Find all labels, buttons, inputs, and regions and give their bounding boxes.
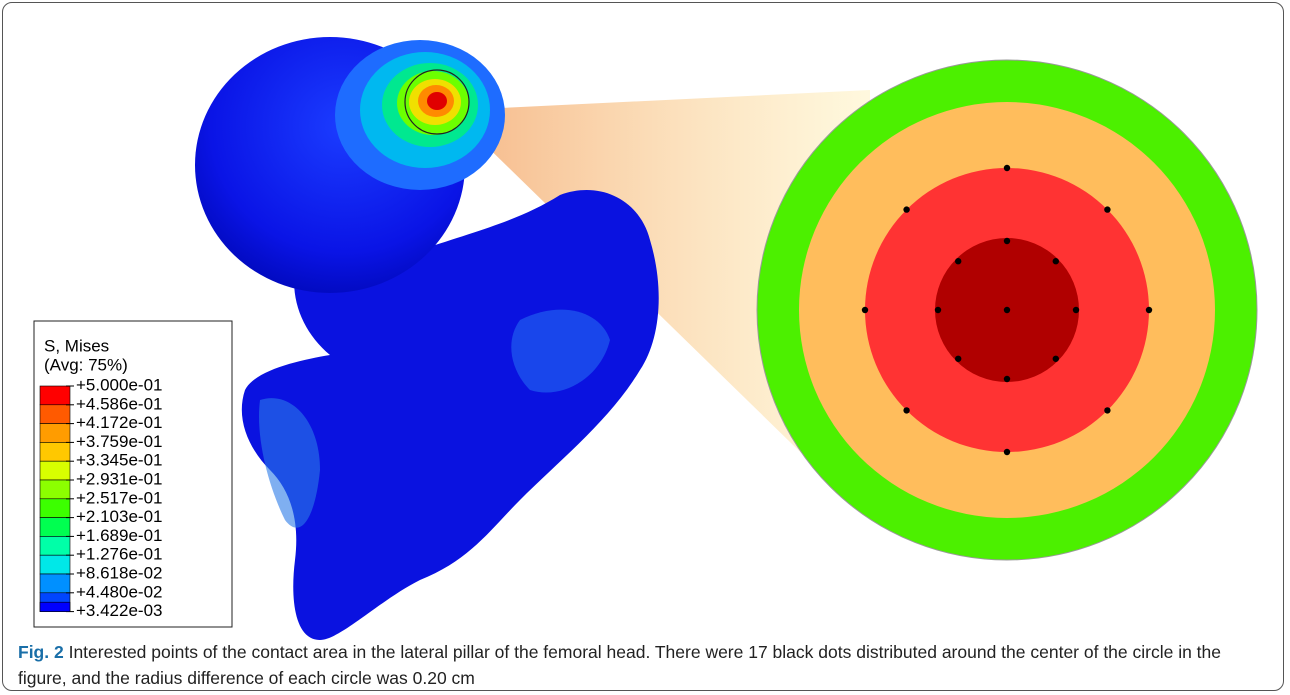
legend-label: +4.172e-01 bbox=[76, 413, 163, 432]
interest-point bbox=[1073, 307, 1079, 313]
interest-point bbox=[1053, 258, 1059, 264]
legend-swatch bbox=[40, 602, 70, 611]
legend-label: +2.103e-01 bbox=[76, 507, 163, 526]
stress-zone bbox=[427, 92, 447, 110]
legend-swatch bbox=[40, 461, 70, 480]
legend-swatch bbox=[40, 555, 70, 574]
legend-swatch bbox=[40, 480, 70, 499]
interest-point bbox=[903, 407, 909, 413]
interest-point bbox=[1004, 165, 1010, 171]
interest-point bbox=[1053, 356, 1059, 362]
page: S, Mises (Avg: 75%) +5.000e-01+4.586e-01… bbox=[0, 0, 1290, 695]
caption: Fig. 2 Interested points of the contact … bbox=[18, 639, 1268, 691]
legend-label: +5.000e-01 bbox=[76, 375, 163, 394]
legend: +5.000e-01+4.586e-01+4.172e-01+3.759e-01… bbox=[40, 375, 163, 620]
interest-point bbox=[935, 307, 941, 313]
caption-label: Fig. 2 bbox=[18, 642, 64, 662]
legend-swatch bbox=[40, 574, 70, 593]
legend-label: +1.276e-01 bbox=[76, 545, 163, 564]
legend-label: +4.586e-01 bbox=[76, 394, 163, 413]
legend-subtitle: (Avg: 75%) bbox=[44, 355, 128, 374]
legend-title: S, Mises bbox=[44, 336, 109, 355]
interest-point bbox=[955, 258, 961, 264]
legend-label: +2.517e-01 bbox=[76, 488, 163, 507]
interest-point bbox=[955, 356, 961, 362]
legend-label: +4.480e-02 bbox=[76, 582, 163, 601]
interest-point bbox=[1004, 376, 1010, 382]
figure: S, Mises (Avg: 75%) +5.000e-01+4.586e-01… bbox=[0, 0, 1290, 640]
interest-point bbox=[903, 206, 909, 212]
legend-swatch bbox=[40, 442, 70, 461]
interest-point bbox=[1104, 206, 1110, 212]
legend-label: +2.931e-01 bbox=[76, 469, 163, 488]
legend-swatch bbox=[40, 424, 70, 443]
interest-point bbox=[1104, 407, 1110, 413]
legend-swatch bbox=[40, 386, 70, 405]
legend-label: +3.345e-01 bbox=[76, 451, 163, 470]
caption-text: Interested points of the contact area in… bbox=[18, 642, 1221, 688]
interest-point bbox=[1146, 307, 1152, 313]
legend-swatch bbox=[40, 518, 70, 537]
interest-point bbox=[1004, 449, 1010, 455]
legend-swatch bbox=[40, 536, 70, 555]
legend-label: +3.422e-03 bbox=[76, 601, 163, 620]
interest-point bbox=[1004, 307, 1010, 313]
legend-label: +3.759e-01 bbox=[76, 432, 163, 451]
legend-label: +1.689e-01 bbox=[76, 526, 163, 545]
legend-label: +8.618e-02 bbox=[76, 563, 163, 582]
interest-point bbox=[862, 307, 868, 313]
legend-swatch bbox=[40, 405, 70, 424]
interest-point bbox=[1004, 238, 1010, 244]
legend-swatch bbox=[40, 499, 70, 518]
